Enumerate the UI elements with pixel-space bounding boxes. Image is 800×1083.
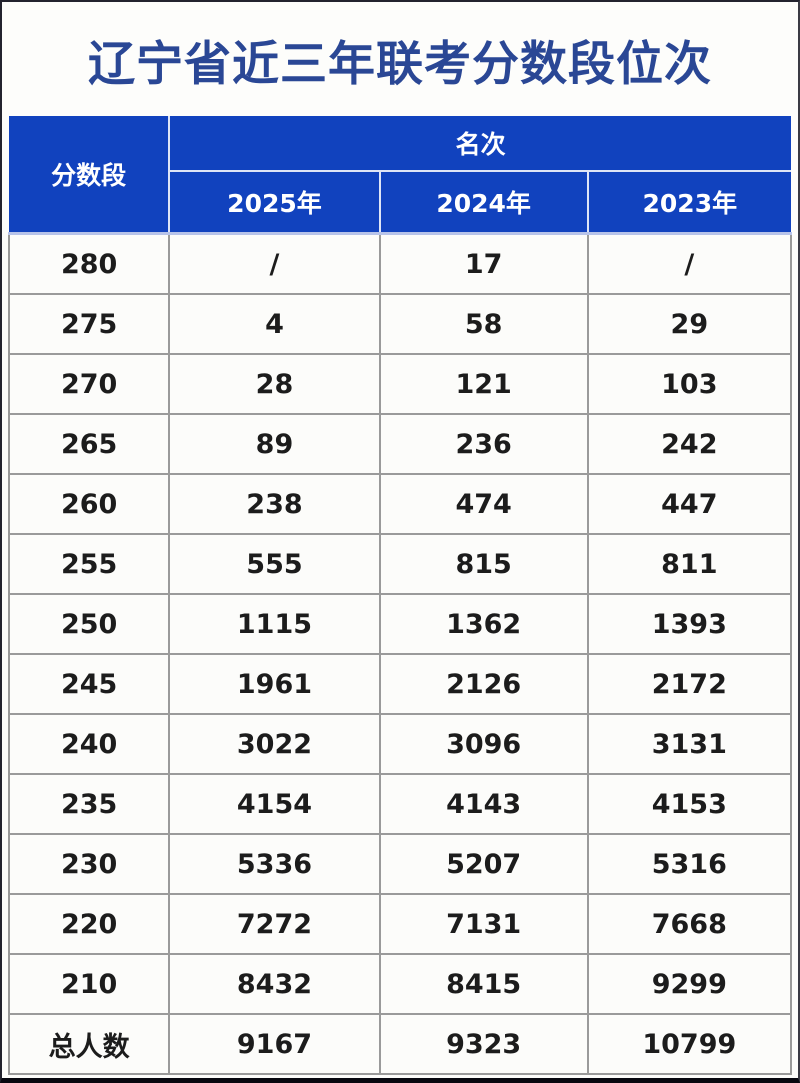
- rank-cell-2025: /: [168, 232, 381, 295]
- score-cell: 275: [7, 293, 171, 355]
- rank-cell-2023: 9299: [586, 953, 793, 1015]
- rank-cell-2024: 815: [378, 533, 589, 595]
- rank-cell-2024: 3096: [378, 713, 589, 775]
- table-row: 240 3022 3096 3131: [7, 713, 793, 775]
- score-cell: 260: [7, 473, 171, 535]
- score-cell: 280: [7, 232, 171, 295]
- rank-cell-2025: 238: [168, 473, 381, 535]
- rank-cell-2023: 811: [586, 533, 793, 595]
- table-row: 275 4 58 29: [7, 293, 793, 355]
- score-cell: 220: [7, 893, 171, 955]
- score-cell: 270: [7, 353, 171, 415]
- rank-cell-2025: 89: [168, 413, 381, 475]
- rank-cell-2024: 474: [378, 473, 589, 535]
- table-row: 245 1961 2126 2172: [7, 653, 793, 715]
- score-rank-table: 分数段 名次 2025年 2024年 2023年 280 / 17 / 275 …: [7, 116, 793, 1075]
- header-row-group: 分数段 名次: [9, 116, 791, 235]
- rank-cell-2023: 4153: [586, 773, 793, 835]
- rank-cell-2023: 5316: [586, 833, 793, 895]
- rank-cell-2024: 1362: [378, 593, 589, 655]
- col-header-2025: 2025年: [169, 171, 380, 235]
- rank-cell-2023: 2172: [586, 653, 793, 715]
- header-row-years: 2025年 2024年 2023年: [9, 171, 791, 235]
- table-row: 260 238 474 447: [7, 473, 793, 535]
- total-cell-2025: 9167: [168, 1013, 381, 1075]
- rank-cell-2023: /: [586, 232, 793, 295]
- rank-cell-2023: 1393: [586, 593, 793, 655]
- table-row: 250 1115 1362 1393: [7, 593, 793, 655]
- title-bar: 辽宁省近三年联考分数段位次: [2, 2, 798, 116]
- score-cell: 240: [7, 713, 171, 775]
- rank-cell-2025: 8432: [168, 953, 381, 1015]
- rank-cell-2023: 242: [586, 413, 793, 475]
- table-row: 270 28 121 103: [7, 353, 793, 415]
- rank-cell-2024: 58: [378, 293, 589, 355]
- table-row: 220 7272 7131 7668: [7, 893, 793, 955]
- rank-cell-2023: 3131: [586, 713, 793, 775]
- total-label-cell: 总人数: [7, 1013, 171, 1075]
- table-header: 分数段 名次 2025年 2024年 2023年: [9, 116, 791, 235]
- score-cell: 255: [7, 533, 171, 595]
- rank-cell-2024: 121: [378, 353, 589, 415]
- table-row: 280 / 17 /: [7, 232, 793, 295]
- score-cell: 230: [7, 833, 171, 895]
- score-cell: 235: [7, 773, 171, 835]
- rank-cell-2023: 7668: [586, 893, 793, 955]
- rank-cell-2025: 28: [168, 353, 381, 415]
- rank-cell-2024: 2126: [378, 653, 589, 715]
- rank-cell-2023: 29: [586, 293, 793, 355]
- rank-cell-2024: 5207: [378, 833, 589, 895]
- rank-cell-2023: 103: [586, 353, 793, 415]
- rank-cell-2024: 7131: [378, 893, 589, 955]
- score-cell: 210: [7, 953, 171, 1015]
- rank-cell-2024: 4143: [378, 773, 589, 835]
- table-row-total: 总人数 9167 9323 10799: [7, 1013, 793, 1075]
- table-body: 280 / 17 / 275 4 58 29 270 28 121 103 26…: [7, 232, 793, 1075]
- rank-cell-2023: 447: [586, 473, 793, 535]
- rank-cell-2024: 236: [378, 413, 589, 475]
- col-header-score-segment: 分数段: [9, 116, 171, 235]
- rank-cell-2025: 555: [168, 533, 381, 595]
- rank-cell-2025: 4: [168, 293, 381, 355]
- score-cell: 250: [7, 593, 171, 655]
- score-cell: 245: [7, 653, 171, 715]
- rank-cell-2024: 17: [378, 232, 589, 295]
- col-header-2023: 2023年: [586, 171, 791, 235]
- group-header-rank: 名次: [169, 116, 791, 172]
- rank-cell-2025: 7272: [168, 893, 381, 955]
- rank-cell-2025: 1115: [168, 593, 381, 655]
- rank-cell-2024: 8415: [378, 953, 589, 1015]
- rank-cell-2025: 5336: [168, 833, 381, 895]
- rank-cell-2025: 3022: [168, 713, 381, 775]
- table-row: 230 5336 5207 5316: [7, 833, 793, 895]
- page-title: 辽宁省近三年联考分数段位次: [88, 36, 712, 92]
- table-row: 265 89 236 242: [7, 413, 793, 475]
- col-header-2024: 2024年: [378, 171, 588, 235]
- rank-cell-2025: 4154: [168, 773, 381, 835]
- table-row: 255 555 815 811: [7, 533, 793, 595]
- total-cell-2024: 9323: [378, 1013, 589, 1075]
- total-cell-2023: 10799: [586, 1013, 793, 1075]
- rank-cell-2025: 1961: [168, 653, 381, 715]
- table-row: 210 8432 8415 9299: [7, 953, 793, 1015]
- table-row: 235 4154 4143 4153: [7, 773, 793, 835]
- score-cell: 265: [7, 413, 171, 475]
